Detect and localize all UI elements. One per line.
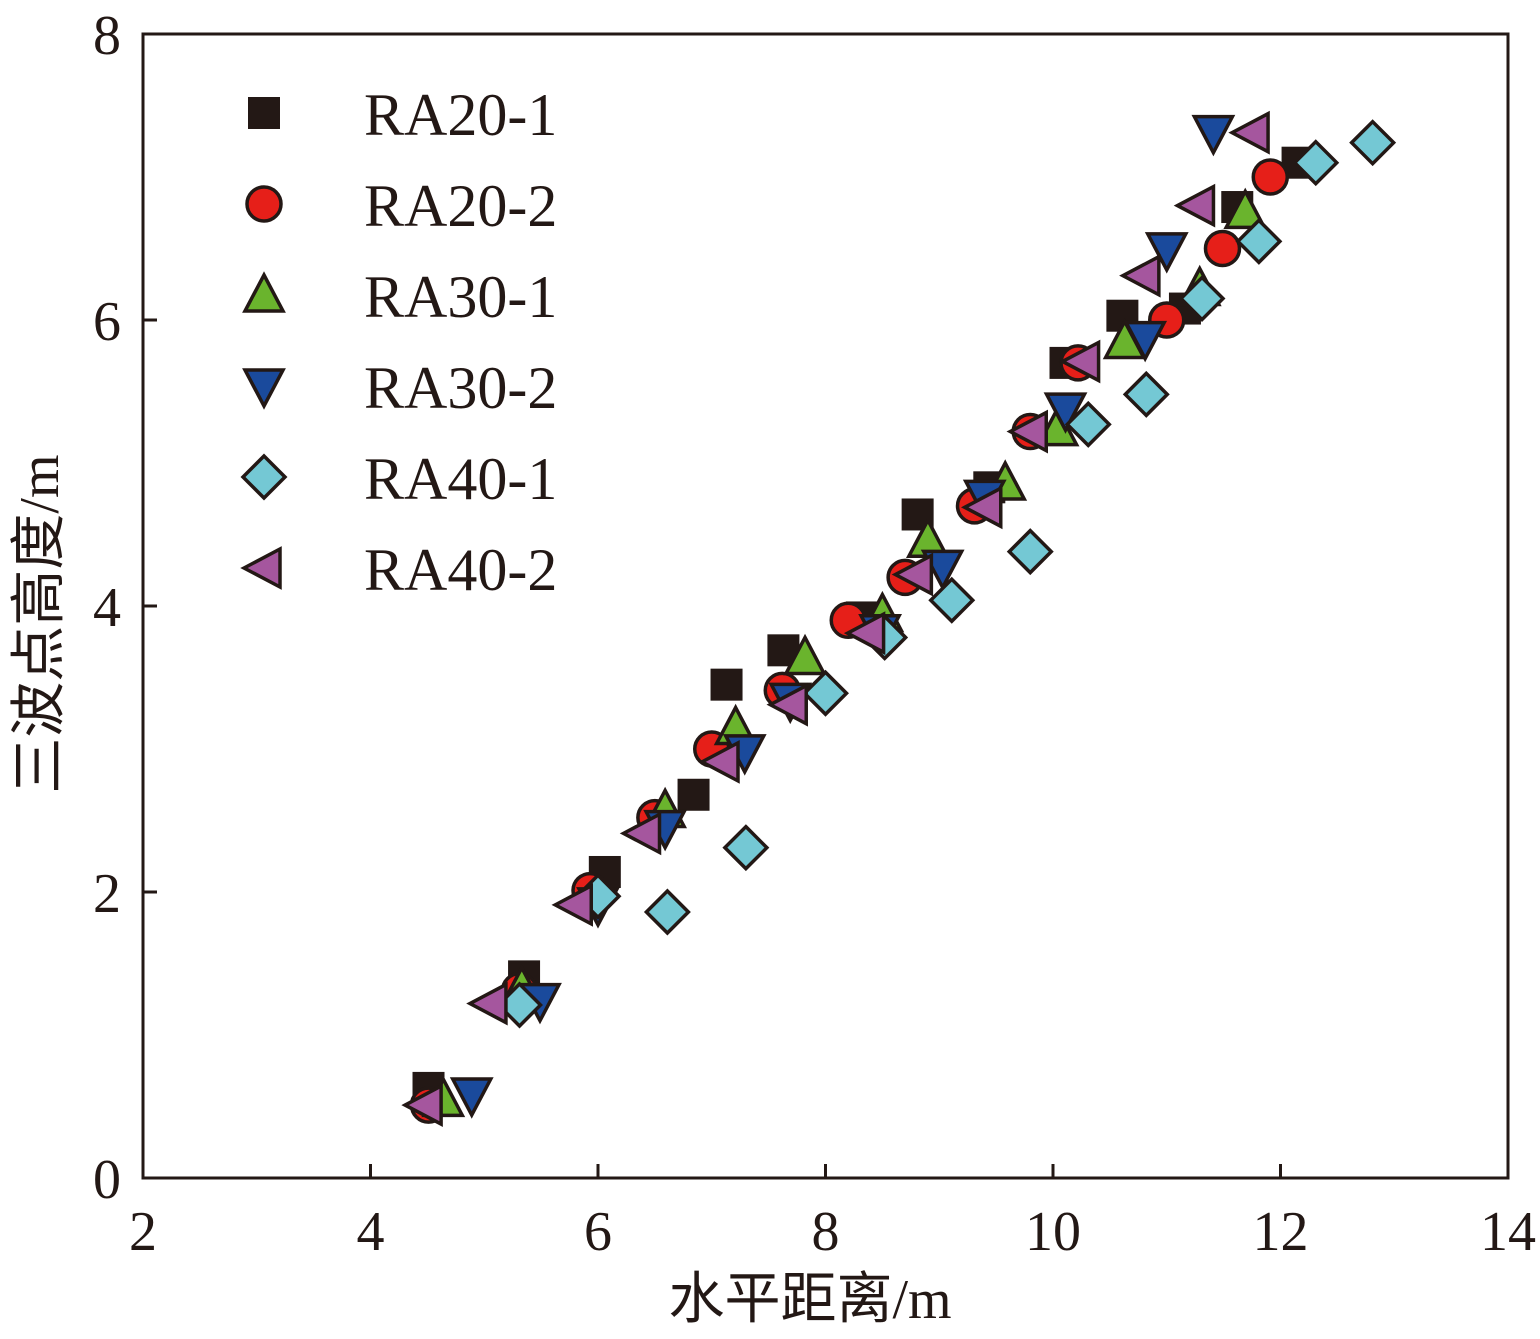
legend-label: RA30-2 bbox=[364, 355, 557, 421]
x-tick-label: 4 bbox=[357, 1201, 385, 1263]
data-point bbox=[783, 633, 827, 676]
data-point bbox=[1043, 392, 1088, 434]
legend-label: RA20-1 bbox=[364, 82, 557, 148]
data-point bbox=[1292, 139, 1340, 187]
legend-item: RA30-1 bbox=[242, 264, 557, 330]
data-point bbox=[1251, 158, 1290, 196]
data-point bbox=[551, 882, 593, 927]
data-point bbox=[843, 611, 886, 656]
x-tick-label: 8 bbox=[812, 1201, 840, 1263]
data-point bbox=[1144, 232, 1189, 274]
data-point bbox=[710, 668, 743, 701]
legend-label: RA40-1 bbox=[364, 446, 557, 512]
data-point bbox=[1349, 119, 1397, 167]
data-point bbox=[1223, 187, 1268, 230]
legend-label: RA20-2 bbox=[364, 173, 557, 239]
y-tick-label: 4 bbox=[93, 577, 121, 639]
legend-item: RA30-2 bbox=[242, 355, 557, 421]
data-point bbox=[1058, 339, 1101, 384]
x-tick-label: 6 bbox=[584, 1201, 612, 1263]
data-point bbox=[1006, 409, 1048, 454]
y-tick-label: 8 bbox=[93, 5, 121, 67]
data-point bbox=[619, 811, 662, 856]
plot-frame bbox=[141, 32, 1510, 1180]
data-point bbox=[1122, 370, 1170, 418]
data-point bbox=[722, 824, 770, 872]
data-point bbox=[401, 1083, 443, 1127]
data-point bbox=[891, 552, 934, 597]
data-point bbox=[1064, 400, 1112, 448]
x-tick-label: 10 bbox=[1025, 1201, 1081, 1263]
legend-item: RA40-2 bbox=[240, 537, 557, 603]
data-point bbox=[677, 778, 710, 811]
legend-marker-diamond-icon bbox=[240, 453, 288, 501]
data-point bbox=[1203, 229, 1242, 268]
data-point bbox=[1119, 253, 1161, 298]
data-point bbox=[1228, 110, 1270, 155]
data-point bbox=[1006, 528, 1054, 576]
data-point bbox=[1235, 217, 1283, 265]
legend-marker-square-icon bbox=[248, 97, 280, 129]
y-tick-label: 0 bbox=[93, 1149, 121, 1211]
data-point bbox=[928, 576, 976, 624]
legend-marker-triangle-up-icon bbox=[242, 271, 286, 313]
data-point bbox=[449, 1077, 494, 1119]
data-point bbox=[920, 549, 965, 592]
data-point bbox=[961, 485, 1003, 530]
legend-item: RA40-1 bbox=[240, 446, 557, 512]
legend-item: RA20-1 bbox=[248, 82, 557, 148]
data-point bbox=[1191, 114, 1236, 157]
data-point bbox=[698, 739, 740, 784]
legend-marker-triangle-down-icon bbox=[242, 368, 286, 410]
legend-item: RA20-2 bbox=[245, 173, 557, 239]
legend-label: RA40-2 bbox=[364, 537, 557, 603]
y-tick-label: 6 bbox=[93, 291, 121, 353]
x-axis-label: 水平距离/m bbox=[668, 1269, 951, 1331]
data-point bbox=[1123, 320, 1168, 363]
legend-marker-circle-icon bbox=[245, 185, 283, 223]
series-ra40-2 bbox=[401, 110, 1270, 1127]
legend-marker-triangle-left-icon bbox=[240, 546, 282, 590]
data-point bbox=[643, 888, 691, 936]
y-tick-label: 2 bbox=[93, 863, 121, 925]
data-point bbox=[466, 981, 508, 1026]
legend-label: RA30-1 bbox=[364, 264, 557, 330]
y-axis-label: 三波点高度/m bbox=[9, 454, 71, 793]
data-point bbox=[802, 669, 849, 717]
x-tick-label: 2 bbox=[129, 1201, 157, 1263]
x-tick-label: 14 bbox=[1480, 1201, 1536, 1263]
data-point bbox=[1178, 275, 1226, 323]
x-tick-label: 12 bbox=[1253, 1201, 1309, 1263]
data-point bbox=[1173, 183, 1216, 228]
data-point bbox=[766, 682, 808, 727]
